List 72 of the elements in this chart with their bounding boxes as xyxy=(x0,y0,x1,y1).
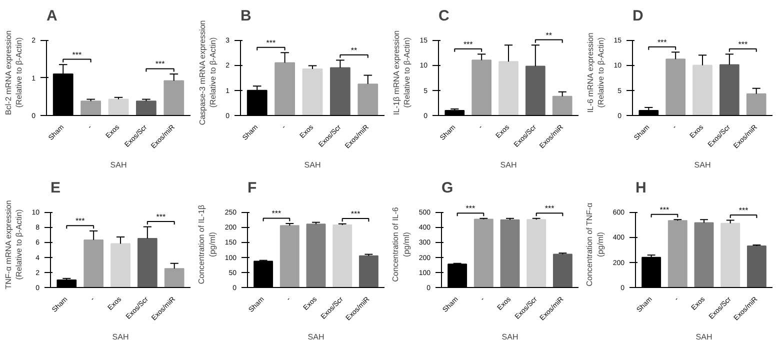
bar xyxy=(552,254,572,288)
y-axis-title: Bcl-2 mRNA expression (Relative to β-Actin) xyxy=(4,30,24,115)
y-axis-title: IL-1β mRNA expression (Relative to β-Actin) xyxy=(392,30,412,116)
chart-title: C xyxy=(438,8,450,24)
annotation: *** xyxy=(466,204,476,214)
bar xyxy=(552,96,572,116)
x-axis-title: SAH xyxy=(500,160,517,170)
bar xyxy=(692,64,712,116)
x-axis-title: SAH xyxy=(304,160,321,170)
bar xyxy=(164,80,184,116)
bar xyxy=(280,225,300,288)
annotation: ** xyxy=(350,46,358,55)
annotation: *** xyxy=(350,210,360,219)
bar xyxy=(526,66,546,116)
x-axis-title: SAH xyxy=(502,332,518,342)
bar xyxy=(306,224,326,288)
y-axis-title: Concentration of IL-1β (pg/ml) xyxy=(197,204,217,284)
y-axis-title: Concentration of TNF-α (pg/ml) xyxy=(585,202,605,286)
bar xyxy=(138,238,158,288)
bar xyxy=(358,84,378,116)
bar xyxy=(720,222,740,288)
bar xyxy=(80,100,101,116)
x-axis-title: SAH xyxy=(694,160,711,170)
annotation: *** xyxy=(272,209,282,218)
annotation: *** xyxy=(156,212,166,222)
x-axis-title: SAH xyxy=(112,332,129,342)
x-axis-title: SAH xyxy=(696,332,712,342)
x-axis-title: SAH xyxy=(308,332,324,342)
chart-title: G xyxy=(442,180,454,196)
y-axis-title: Caspase-3 mRNA expression (Relative to β-Actin) xyxy=(198,20,218,126)
x-axis-title: SAH xyxy=(110,160,127,170)
bar xyxy=(472,60,492,116)
text: ** xyxy=(546,30,552,40)
annotation: *** xyxy=(660,205,670,214)
bar xyxy=(694,222,714,288)
bar xyxy=(164,268,184,288)
bar xyxy=(332,224,352,288)
annotation: *** xyxy=(75,216,85,226)
annotation: *** xyxy=(657,38,667,47)
y-axis-title: TNF-α mRNA expression (Relative to β-Actin) xyxy=(4,200,24,290)
bar xyxy=(108,98,129,116)
bar xyxy=(330,67,350,116)
bar xyxy=(302,68,323,116)
annotation: *** xyxy=(72,50,82,60)
bar xyxy=(474,218,494,288)
bar xyxy=(274,62,295,116)
chart-title: F xyxy=(248,180,257,196)
bar xyxy=(666,58,686,116)
bar xyxy=(526,219,546,288)
bar xyxy=(358,255,378,288)
chart-title: E xyxy=(50,180,61,196)
bar xyxy=(500,219,520,288)
bar xyxy=(84,239,104,288)
bar xyxy=(668,220,688,288)
bar xyxy=(746,93,766,116)
annotation: *** xyxy=(738,40,748,49)
chart-title: D xyxy=(632,8,644,24)
bar xyxy=(110,243,130,288)
annotation: *** xyxy=(463,40,473,49)
chart-title: B xyxy=(240,8,252,24)
annotation: *** xyxy=(544,204,554,214)
bar xyxy=(746,246,766,288)
bar xyxy=(498,61,518,116)
bar xyxy=(720,64,740,116)
bar xyxy=(136,100,156,116)
chart-title: A xyxy=(46,8,58,24)
annotation: *** xyxy=(155,60,165,69)
y-axis-title: Concentration of IL-6 (pg/ml) xyxy=(391,206,411,282)
annotation: *** xyxy=(738,206,748,215)
y-axis-title: IL-6 mRNA expression (Relative to β-Actin) xyxy=(586,32,606,113)
chart-title: H xyxy=(636,180,646,196)
annotation: *** xyxy=(266,38,276,48)
